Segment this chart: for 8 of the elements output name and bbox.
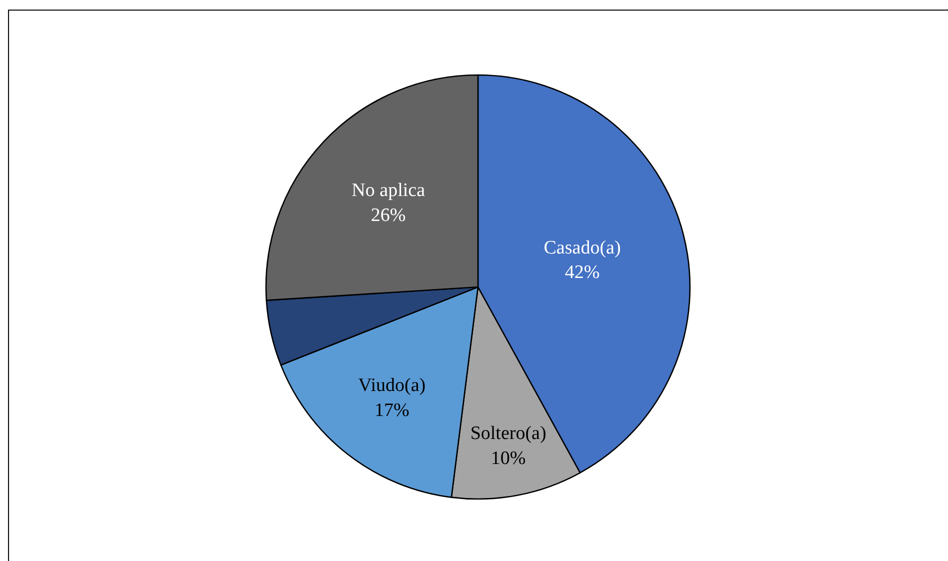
data-label: 10% [490, 448, 526, 469]
slice-label: Viudo(a) [358, 375, 426, 396]
slice-label: Soltero(a) [470, 423, 546, 444]
slice-label: Casado(a) [544, 237, 621, 258]
slice-label: No aplica [352, 180, 426, 202]
data-label: 17% [374, 400, 410, 421]
data-label: 26% [370, 204, 406, 226]
data-label: 42% [564, 262, 600, 284]
